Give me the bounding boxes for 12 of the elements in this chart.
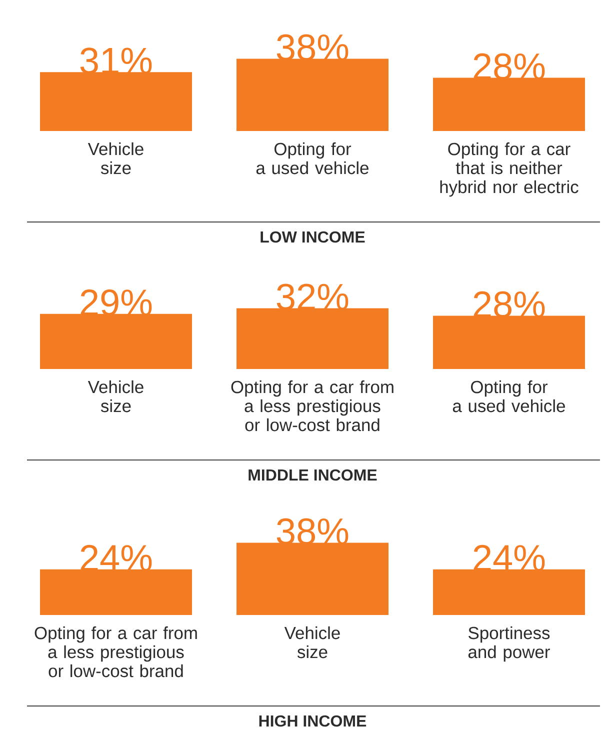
- x-tick-label: Opting for a used vehicle: [452, 380, 565, 412]
- x-tick-label: Opting for a car that is neither hybrid nor electric: [440, 142, 578, 197]
- x-axis-title: LOW INCOME: [260, 231, 365, 243]
- x-tick-label: Sportiness and power: [468, 626, 550, 662]
- x-tick-label: Vehicle size: [88, 142, 144, 174]
- x-axis-title: MIDDLE INCOME: [248, 469, 377, 481]
- x-tick-label: Vehicle size: [284, 626, 340, 658]
- x-tick-label: Vehicle size: [88, 380, 144, 412]
- x-axis-title: HIGH INCOME: [259, 715, 366, 727]
- x-tick-label: Opting for a used vehicle: [256, 142, 368, 174]
- x-tick-label: Opting for a car from a less prestigious or low-cost brand: [231, 380, 394, 432]
- x-tick-label: Opting for a car from a less prestigious or low-cost brand: [34, 626, 197, 678]
